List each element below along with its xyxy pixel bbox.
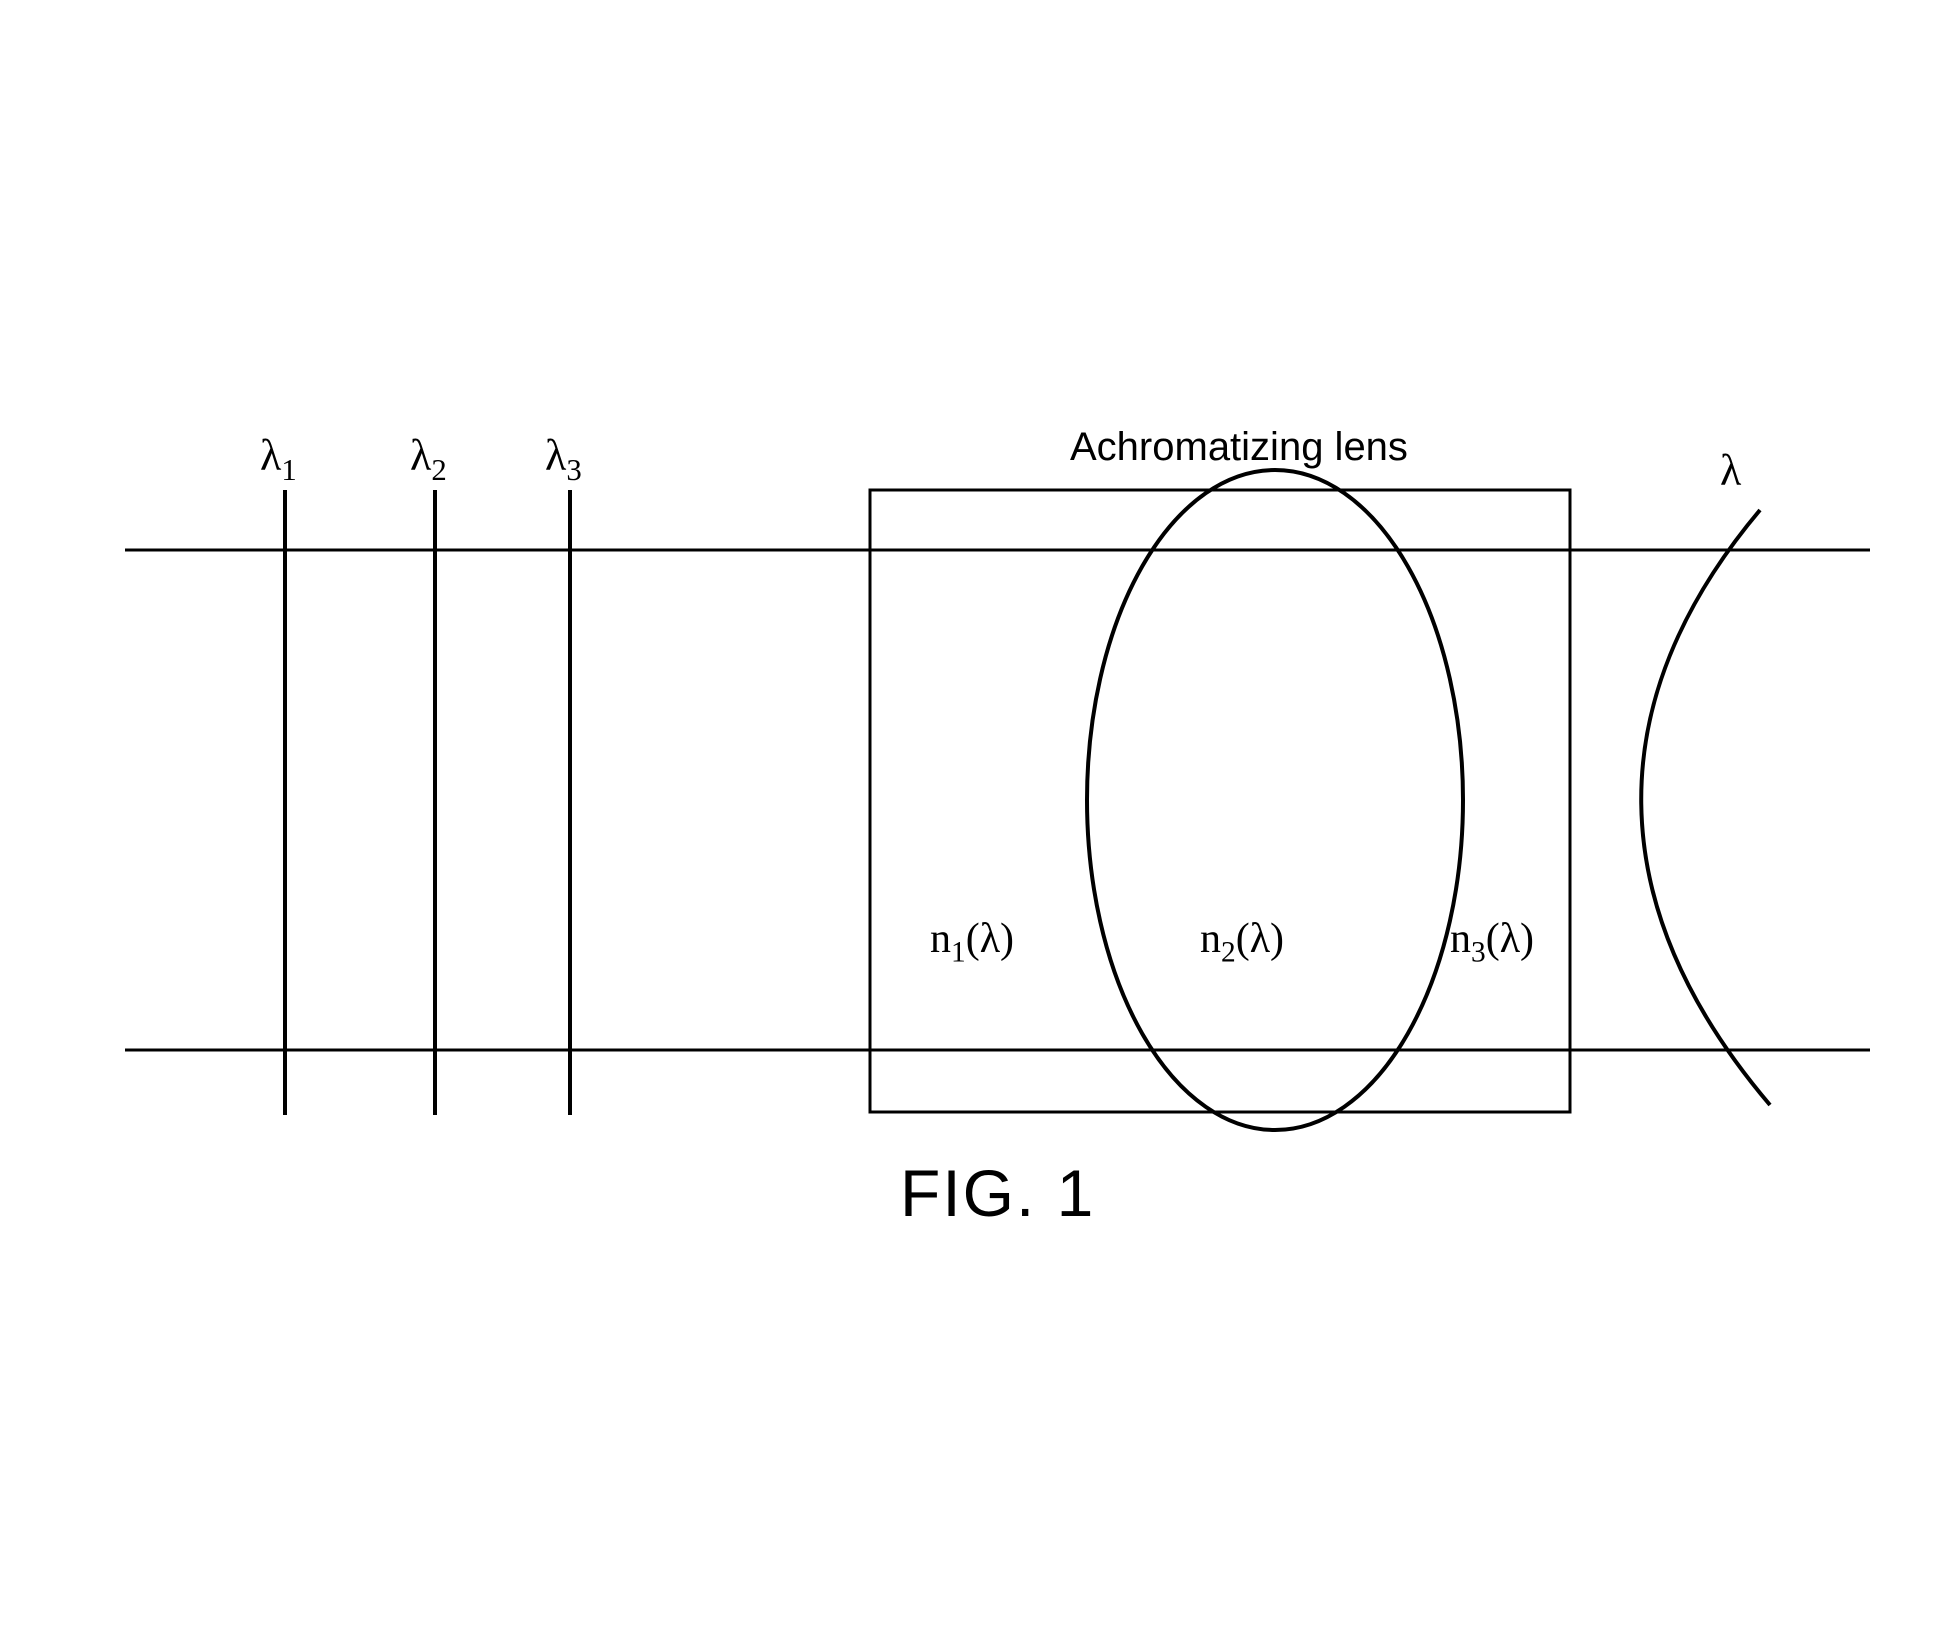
figure-container: Achromatizing lens λ1 λ2 λ3 n1(λ) n2(λ) … — [0, 0, 1958, 1646]
output-lambda-label: λ — [1720, 445, 1741, 496]
lambda-1-label: λ1 — [260, 430, 297, 488]
figure-caption: FIG. 1 — [900, 1155, 1095, 1231]
diagram-svg — [0, 0, 1958, 1646]
refractive-n1-label: n1(λ) — [930, 915, 1014, 969]
lambda-2-label: λ2 — [410, 430, 447, 488]
output-wave-curve — [1641, 510, 1770, 1105]
lambda-3-label: λ3 — [545, 430, 582, 488]
lens-box — [870, 490, 1570, 1112]
refractive-n3-label: n3(λ) — [1450, 915, 1534, 969]
refractive-n2-label: n2(λ) — [1200, 915, 1284, 969]
lens-title: Achromatizing lens — [1070, 425, 1408, 470]
lens-ellipse — [1087, 470, 1463, 1130]
